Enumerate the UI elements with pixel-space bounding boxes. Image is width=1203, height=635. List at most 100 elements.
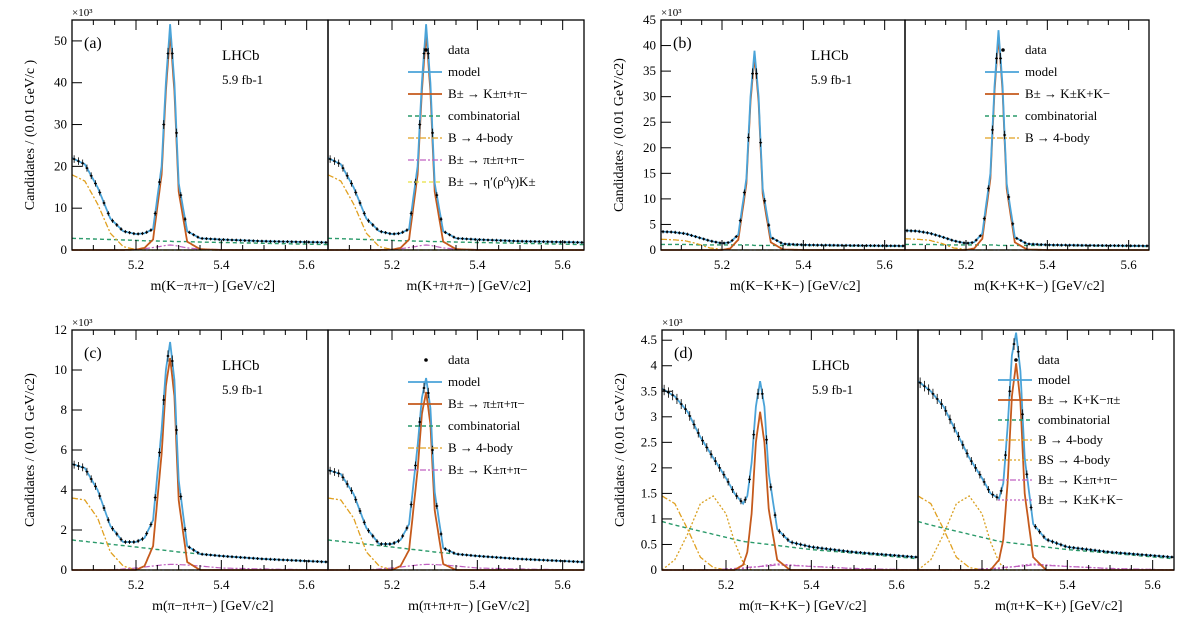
data-point xyxy=(201,237,204,240)
data-point xyxy=(503,556,507,560)
data-point xyxy=(906,555,909,558)
data-point xyxy=(889,553,892,557)
y-tick-label: 25 xyxy=(643,114,656,129)
data-point xyxy=(885,244,888,247)
data-point xyxy=(788,243,791,246)
model-curve xyxy=(661,50,905,247)
data-point xyxy=(478,555,481,558)
y-tick-label: 1.5 xyxy=(641,485,657,500)
panel-left: 5.2 5.4 5.6 m(π−π+π−) [GeV/c2] 0 2 4 6 8 10 12 xyxy=(54,322,329,614)
data-point xyxy=(77,160,80,163)
data-point xyxy=(358,201,362,205)
data-point xyxy=(694,235,697,238)
y-tick-label: 30 xyxy=(643,89,656,104)
data-point xyxy=(812,546,815,549)
data-point xyxy=(333,470,336,474)
y-axis-label: Candidates / (0.01 GeV/c2) xyxy=(23,373,38,527)
data-point xyxy=(192,548,195,552)
four_body-curve xyxy=(917,495,1174,571)
x-tick-label: 5.2 xyxy=(974,577,990,592)
lhcb-label: LHCb xyxy=(811,48,849,64)
data-point xyxy=(722,473,725,476)
data-point xyxy=(572,560,575,563)
data-point xyxy=(670,230,673,234)
data-point xyxy=(1097,244,1100,247)
data-point xyxy=(337,472,340,475)
data-point xyxy=(936,397,939,401)
data-point xyxy=(919,381,922,384)
y-tick-label: 30 xyxy=(54,117,67,132)
data-point xyxy=(73,463,76,466)
data-point xyxy=(877,244,880,247)
data-point xyxy=(341,167,345,170)
data-point xyxy=(469,554,473,557)
data-point xyxy=(1064,244,1067,247)
data-point xyxy=(179,495,182,498)
data-point xyxy=(1007,195,1010,199)
data-point xyxy=(999,57,1002,60)
data-point xyxy=(1040,243,1043,246)
data-point xyxy=(974,466,977,469)
data-point xyxy=(938,235,941,238)
y-axis-label: Candidates / (0.01 GeV/c2) xyxy=(613,373,628,527)
data-point xyxy=(247,556,251,560)
y-tick-label: 0.5 xyxy=(641,536,657,551)
legend-entry: B → 4-body xyxy=(1038,432,1104,447)
legend-entry: B± → η′(ρ⁰γ)K± xyxy=(448,174,536,189)
chart-b: 5.2 5.4 5.6 m(K−K+K−) [GeV/c2] 0 5 10 15 20 25 30 3… xyxy=(612,7,1150,294)
data-point xyxy=(796,243,799,246)
data-point xyxy=(1051,540,1054,543)
data-point xyxy=(346,174,349,177)
data-point xyxy=(975,239,978,242)
data-point xyxy=(983,480,986,484)
data-point xyxy=(209,237,212,241)
data-point xyxy=(405,526,409,530)
data-point xyxy=(422,52,426,55)
data-point xyxy=(230,238,234,242)
data-point xyxy=(872,552,875,555)
data-point xyxy=(205,237,208,240)
data-point xyxy=(375,540,379,543)
data-point xyxy=(1162,555,1165,558)
data-point xyxy=(269,558,272,561)
data-point xyxy=(1084,244,1088,247)
data-point xyxy=(966,242,970,245)
data-point xyxy=(145,532,148,535)
data-point xyxy=(533,558,537,561)
y-tick-label: 15 xyxy=(643,165,656,180)
data-point xyxy=(576,560,579,563)
data-point xyxy=(829,548,832,551)
x-axis-label: m(π−π+π−) [GeV/c2] xyxy=(152,599,273,614)
y-tick-label: 10 xyxy=(54,200,67,215)
data-point xyxy=(876,552,879,556)
data-point xyxy=(94,485,97,488)
data-point xyxy=(863,551,866,555)
data-point xyxy=(277,240,281,243)
data-point xyxy=(987,187,990,190)
data-point xyxy=(824,244,827,247)
data-point xyxy=(363,521,366,524)
y-tick-label: 0 xyxy=(61,242,68,257)
data-point xyxy=(230,555,234,558)
data-point xyxy=(350,182,353,185)
data-point xyxy=(132,232,135,235)
bs_four_body-curve xyxy=(917,495,1174,571)
data-point xyxy=(201,553,204,556)
legend-entry: combinatorial xyxy=(1038,412,1111,427)
data-point xyxy=(90,174,93,177)
data-point xyxy=(563,560,566,563)
y-scale-label: ×10³ xyxy=(72,7,93,19)
data-point xyxy=(350,489,353,492)
data-point xyxy=(1000,489,1003,492)
y-tick-label: 0 xyxy=(650,242,657,257)
legend-entry: B± → K±π+π− xyxy=(448,462,528,477)
signal-curve xyxy=(661,55,905,251)
x-tick-label: 5.4 xyxy=(469,577,486,592)
data-point xyxy=(1117,244,1120,247)
x-axis-label: m(K+K+K−) [GeV/c2] xyxy=(974,279,1105,294)
data-point xyxy=(73,157,76,161)
data-point xyxy=(718,466,721,469)
data-point xyxy=(512,239,515,243)
data-point xyxy=(384,231,387,234)
data-point xyxy=(747,136,750,139)
